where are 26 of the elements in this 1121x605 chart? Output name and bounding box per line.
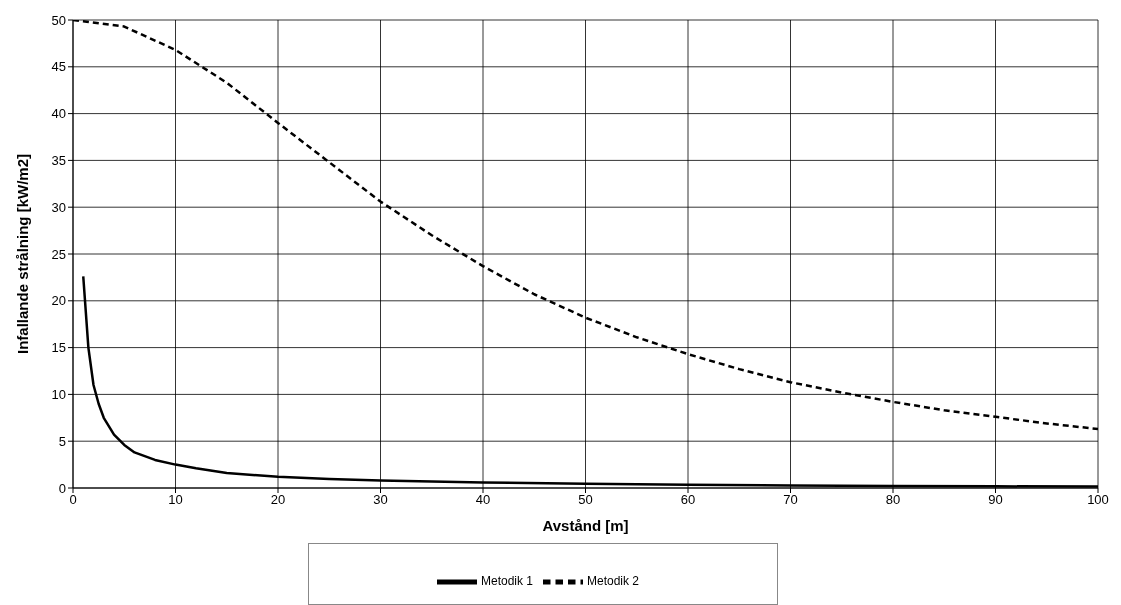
x-tick-label: 30 [373,492,388,508]
y-tick-label: 35 [51,153,66,169]
x-tick-label: 100 [1087,492,1109,508]
y-tick-label: 0 [58,480,66,496]
x-tick-label: 70 [783,492,798,508]
y-tick-label: 20 [51,293,66,309]
legend-label: Metodik 1 [480,574,533,589]
x-tick-label: 20 [270,492,286,508]
x-tick-label: 40 [475,492,491,508]
x-axis-title: Avstånd [m] [542,517,629,534]
y-tick-label: 30 [51,199,66,215]
legend-label: Metodik 2 [587,574,640,589]
y-tick-label: 45 [51,59,66,75]
y-tick-label: 15 [51,340,66,356]
x-tick-label: 90 [988,492,1003,508]
y-tick-label: 50 [51,12,66,28]
x-tick-label: 60 [680,492,696,508]
x-tick-label: 80 [885,492,901,508]
y-tick-label: 5 [58,433,66,449]
y-tick-label: 25 [51,246,66,262]
x-tick-label: 10 [168,492,183,508]
x-tick-label: 50 [578,492,593,508]
y-axis-title: Infallande strålning [kW/m2] [14,153,32,355]
y-tick-label: 40 [51,106,66,122]
y-tick-label: 10 [51,387,66,403]
x-tick-label: 0 [69,492,77,508]
